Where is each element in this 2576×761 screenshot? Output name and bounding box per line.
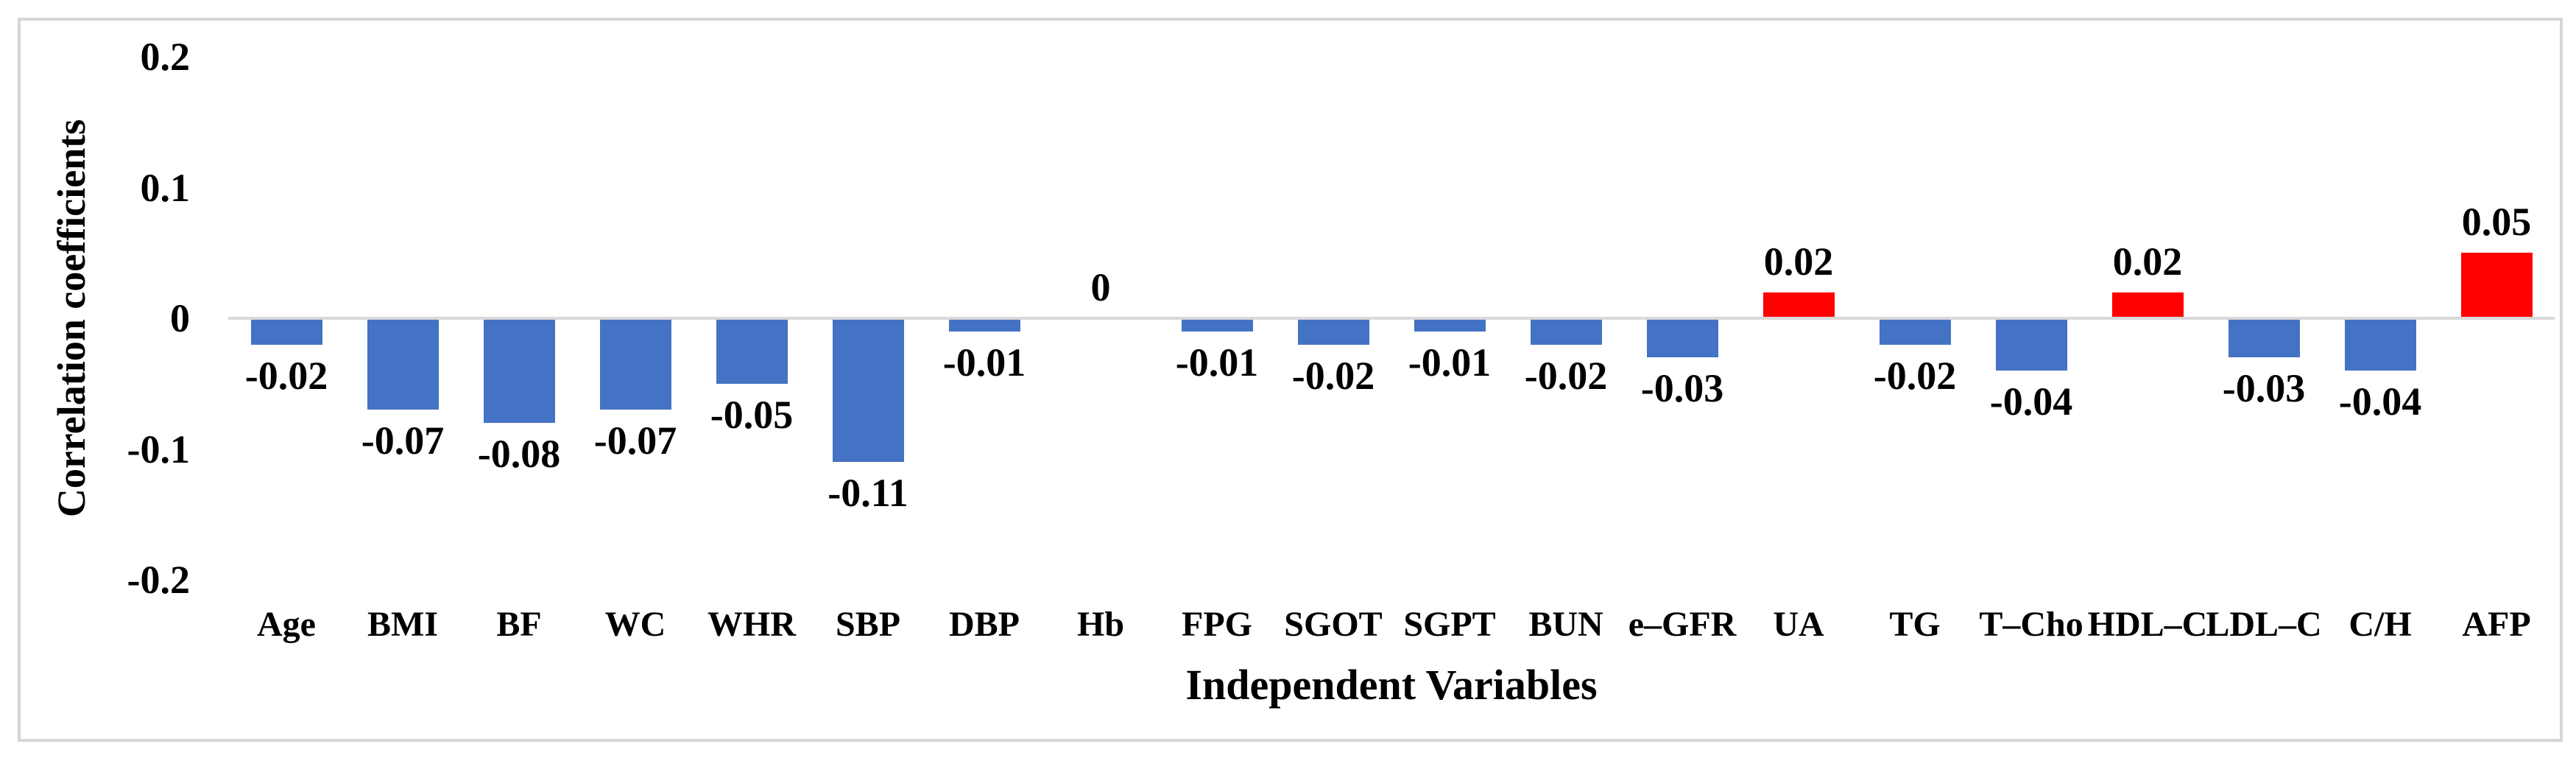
x-axis-title: Independent Variables (1185, 661, 1598, 709)
y-tick-label: 0 (170, 296, 190, 340)
bar-value-label: 0.02 (1763, 239, 1834, 284)
bar-value-label: -0.11 (828, 471, 908, 516)
category-label-WHR: WHR (707, 605, 796, 644)
bar-value-label: -0.02 (1873, 353, 1957, 398)
bar-value-label: 0 (1090, 265, 1111, 309)
category-label-SGOT: SGOT (1284, 605, 1383, 644)
category-label-Hb: Hb (1076, 605, 1125, 644)
bar-C/H (2344, 318, 2416, 371)
y-tick-label: -0.1 (127, 427, 190, 471)
category-label-Age: Age (257, 605, 316, 644)
bar-value-label: -0.05 (710, 392, 794, 437)
category-label-UA: UA (1773, 605, 1824, 644)
bar-value-label: -0.01 (1408, 340, 1492, 385)
bar-TG (1879, 318, 1951, 345)
bar-DBP (948, 318, 1020, 332)
bar-Age (250, 318, 322, 345)
bar-WHR (716, 318, 788, 384)
bar-value-label: -0.02 (1524, 353, 1608, 398)
bar-value-label: -0.02 (244, 353, 328, 398)
bar-SGOT (1297, 318, 1369, 345)
bar-AFP (2460, 253, 2533, 318)
bar-value-label: -0.08 (477, 432, 561, 476)
bar-value-label: -0.01 (942, 340, 1026, 385)
category-label-TG: TG (1889, 605, 1941, 644)
y-tick-label: 0.2 (140, 35, 191, 79)
bar-HDL–C (2111, 292, 2184, 318)
category-label-DBP: DBP (949, 605, 1020, 644)
bar-value-label: -0.07 (361, 418, 445, 463)
bar-SBP (832, 318, 904, 463)
bar-value-label: -0.03 (2222, 366, 2306, 411)
y-tick-label: -0.2 (127, 558, 190, 602)
bar-T–Cho (1995, 318, 2067, 371)
bar-value-label: -0.01 (1175, 340, 1259, 385)
bar-BF (483, 318, 555, 423)
bar-UA (1762, 292, 1835, 318)
bar-value-label: -0.04 (1989, 379, 2073, 424)
bar-BMI (367, 318, 439, 410)
chart-frame-border (18, 18, 2563, 742)
bar-value-label: 0.05 (2461, 200, 2532, 245)
category-label-WC: WC (604, 605, 666, 644)
category-label-SBP: SBP (835, 605, 901, 644)
bar-SGPT (1414, 318, 1486, 332)
category-label-BMI: BMI (367, 605, 438, 644)
bar-WC (599, 318, 671, 410)
bar-value-label: -0.07 (593, 418, 677, 463)
bar-BUN (1530, 318, 1602, 345)
bar-value-label: -0.03 (1640, 366, 1724, 411)
category-label-BF: BF (496, 605, 542, 644)
category-label-C/H: C/H (2349, 605, 2412, 644)
bar-value-label: -0.02 (1291, 353, 1375, 398)
bar-value-label: 0.02 (2112, 239, 2183, 284)
category-label-LDL–C: LDL–C (2206, 605, 2322, 644)
category-label-e–GFR: e–GFR (1628, 605, 1737, 644)
bar-FPG (1181, 318, 1253, 332)
category-label-HDL–C: HDL–C (2087, 605, 2208, 644)
category-label-SGPT: SGPT (1403, 605, 1496, 644)
zero-axis-line (228, 317, 2555, 320)
category-label-AFP: AFP (2462, 605, 2531, 644)
category-label-BUN: BUN (1528, 605, 1603, 644)
category-label-FPG: FPG (1182, 605, 1252, 644)
y-tick-label: 0.1 (140, 165, 191, 210)
category-label-T–Cho: T–Cho (1979, 605, 2083, 644)
bar-value-label: -0.04 (2338, 379, 2422, 424)
bar-e–GFR (1646, 318, 1718, 358)
bar-LDL–C (2228, 318, 2300, 358)
